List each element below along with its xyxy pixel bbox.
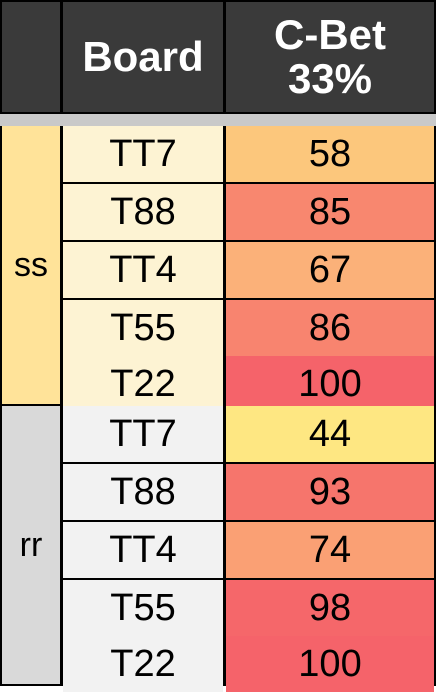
board-cell: T88 [63,184,223,240]
group-label-rr: rr [2,406,60,684]
cbet-value-cell: 100 [226,356,434,412]
board-cell: TT7 [63,406,223,462]
header-separator [0,114,436,126]
header-corner-cell [2,2,60,112]
board-cell: TT7 [63,126,223,182]
board-cell: T22 [63,636,223,692]
board-cell: T88 [63,464,223,520]
group-label-ss: ss [2,126,60,404]
cbet-value-cell: 44 [226,406,434,462]
cbet-value-cell: 67 [226,242,434,298]
cbet-value-cell: 93 [226,464,434,520]
header-cbet: C-Bet 33% [226,2,434,112]
cbet-value-cell: 86 [226,300,434,356]
board-cell: T55 [63,580,223,636]
cbet-value-cell: 98 [226,580,434,636]
board-cell: TT4 [63,522,223,578]
header-board: Board [63,2,223,112]
cbet-value-cell: 58 [226,126,434,182]
cbet-value-cell: 100 [226,636,434,692]
header-cbet-size: 33% [287,55,373,102]
cbet-value-cell: 85 [226,184,434,240]
board-cell: TT4 [63,242,223,298]
cbet-value-cell: 74 [226,522,434,578]
board-cell: T22 [63,356,223,412]
board-cell: T55 [63,300,223,356]
header-cbet-label: C-Bet [274,11,386,58]
